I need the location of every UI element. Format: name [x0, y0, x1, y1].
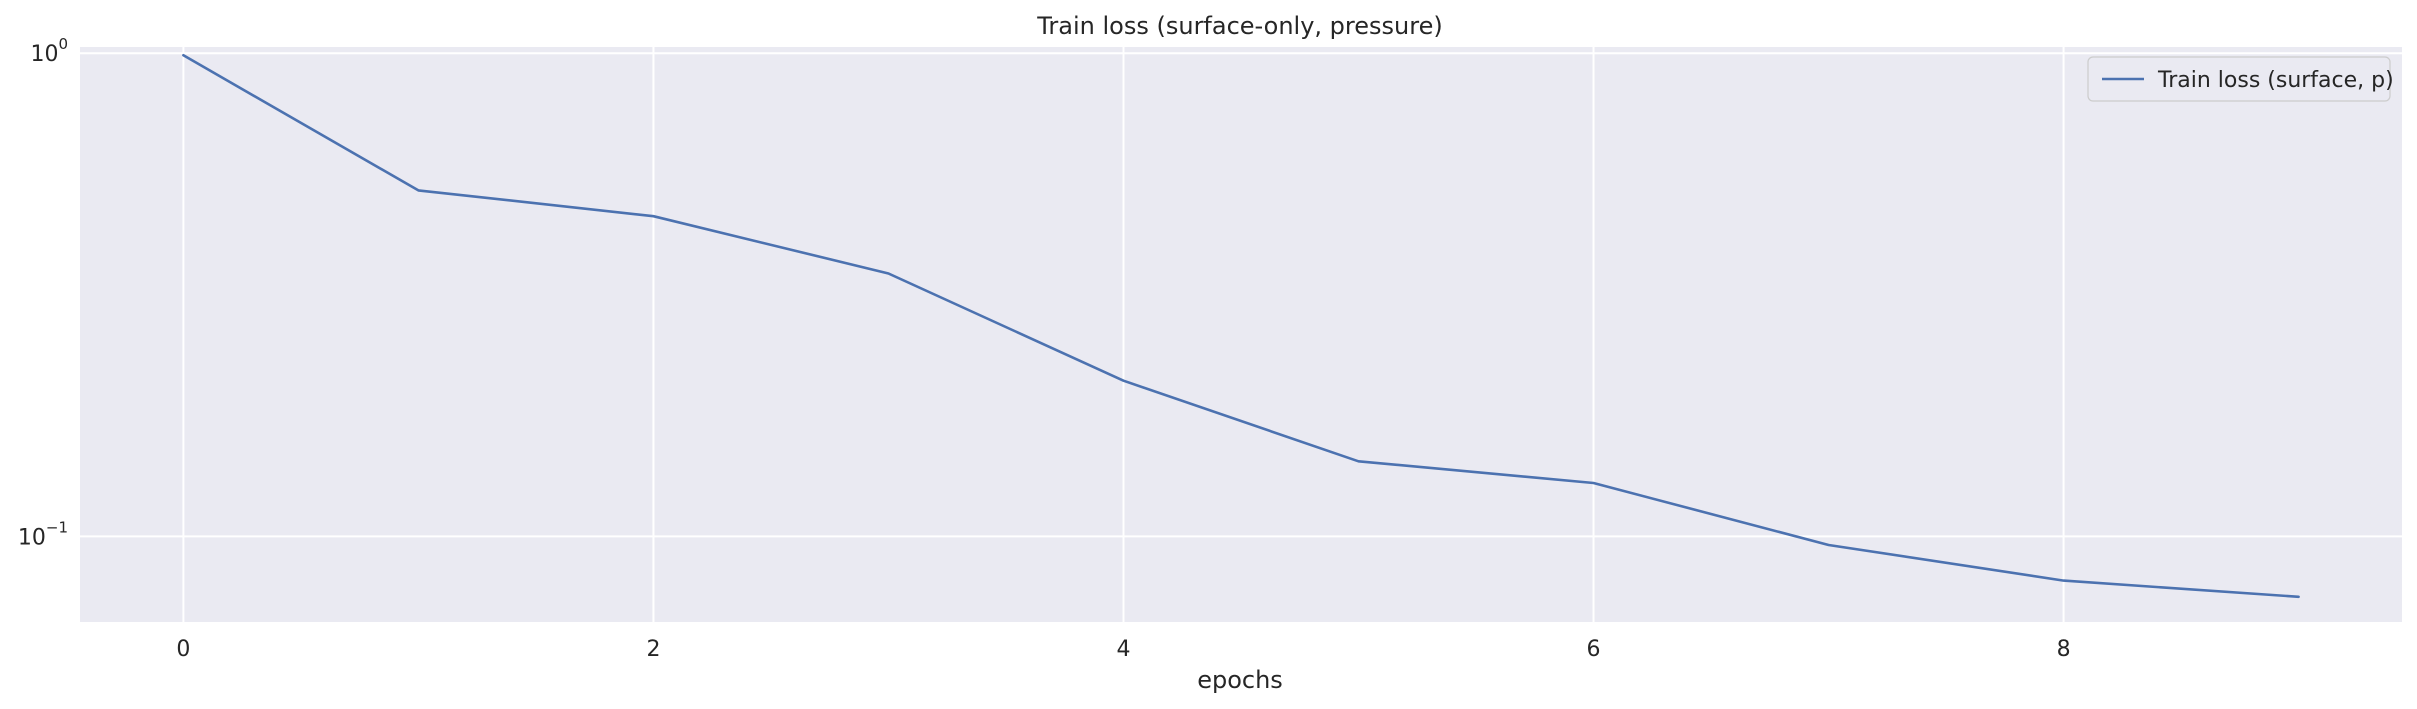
plot-area [80, 47, 2402, 622]
y-tick-exponent: 0 [58, 35, 68, 53]
chart-title: Train loss (surface-only, pressure) [1036, 12, 1442, 40]
x-tick-label: 4 [1116, 637, 1130, 662]
legend-box [2087, 56, 2391, 102]
x-tick-label: 6 [1587, 637, 1601, 662]
y-tick-label: 100 [30, 35, 68, 67]
legend-label: Train loss (surface, p) [2157, 68, 2394, 93]
legend: Train loss (surface, p) [2087, 56, 2394, 102]
y-tick-label: 10−1 [18, 518, 68, 550]
y-tick-exponent: −1 [46, 518, 68, 536]
x-tick-label: 0 [176, 637, 190, 662]
series-line [182, 53, 2300, 599]
x-tick-label: 2 [646, 637, 660, 662]
x-axis-label: epochs [1197, 666, 1283, 694]
x-tick-label: 8 [2057, 637, 2071, 662]
